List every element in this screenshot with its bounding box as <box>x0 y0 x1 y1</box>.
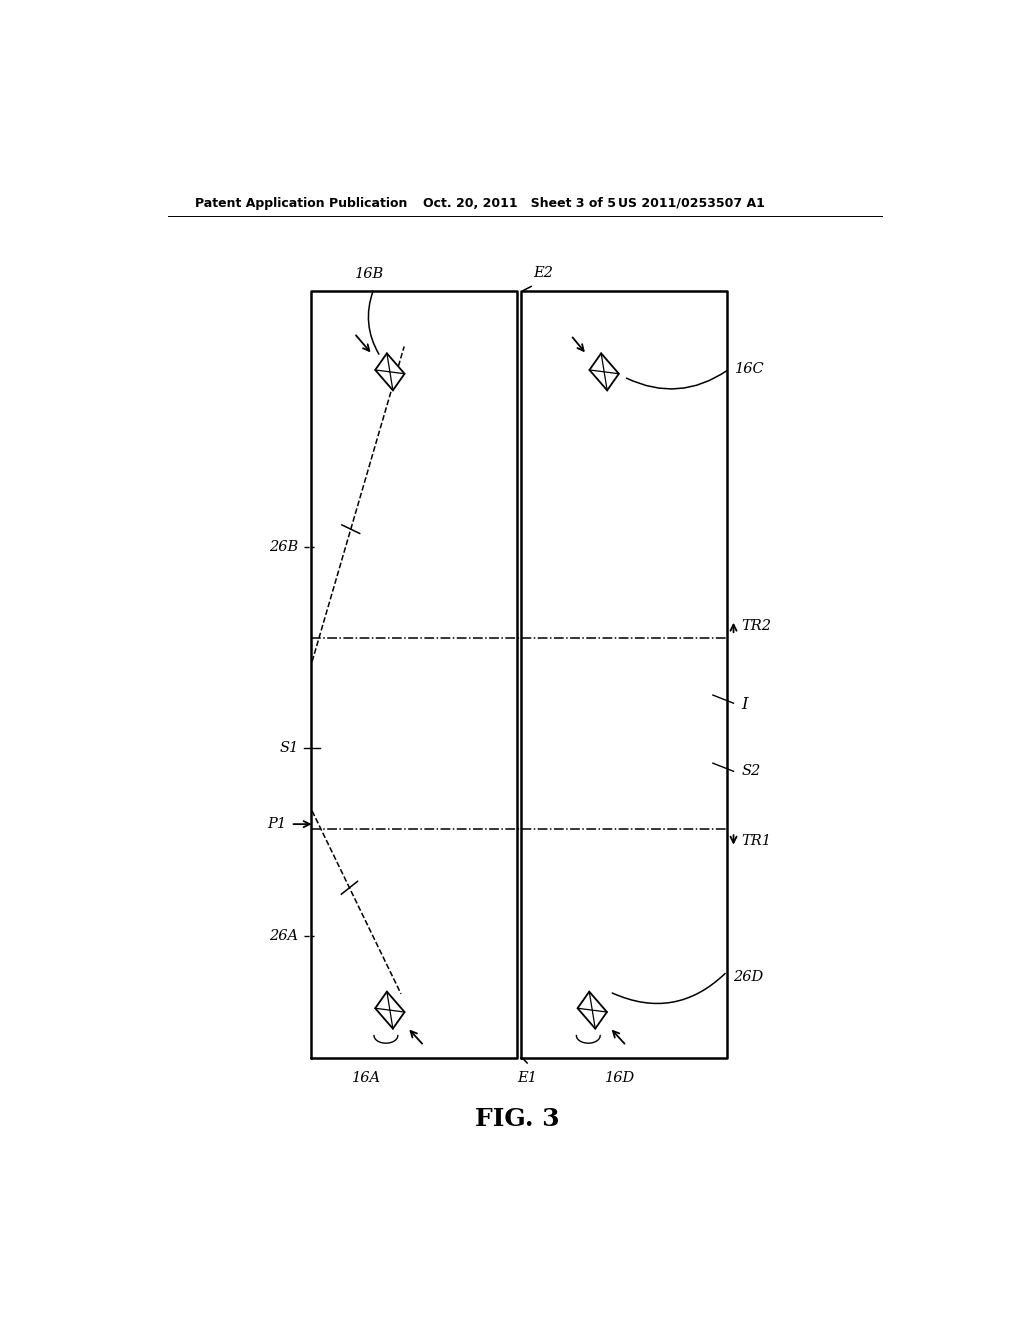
Text: 16A: 16A <box>351 1071 381 1085</box>
Text: 26A: 26A <box>269 929 299 942</box>
Polygon shape <box>375 354 404 391</box>
Text: E1: E1 <box>517 1071 538 1085</box>
Text: S1: S1 <box>280 741 299 755</box>
Text: 26B: 26B <box>269 540 299 553</box>
Polygon shape <box>590 354 618 391</box>
Text: S2: S2 <box>741 764 761 779</box>
Polygon shape <box>578 991 607 1028</box>
Text: Oct. 20, 2011   Sheet 3 of 5: Oct. 20, 2011 Sheet 3 of 5 <box>423 197 616 210</box>
Text: FIG. 3: FIG. 3 <box>474 1107 559 1131</box>
Text: 16D: 16D <box>605 1071 635 1085</box>
Text: E2: E2 <box>532 267 553 280</box>
Text: TR1: TR1 <box>741 834 771 849</box>
Text: I: I <box>741 696 749 713</box>
Text: 16C: 16C <box>735 362 765 376</box>
Text: Patent Application Publication: Patent Application Publication <box>196 197 408 210</box>
Text: US 2011/0253507 A1: US 2011/0253507 A1 <box>618 197 765 210</box>
Polygon shape <box>375 991 404 1028</box>
Text: P1: P1 <box>267 817 287 832</box>
Text: TR2: TR2 <box>741 619 771 634</box>
Text: 26D: 26D <box>733 970 763 983</box>
Text: 16B: 16B <box>355 268 385 281</box>
